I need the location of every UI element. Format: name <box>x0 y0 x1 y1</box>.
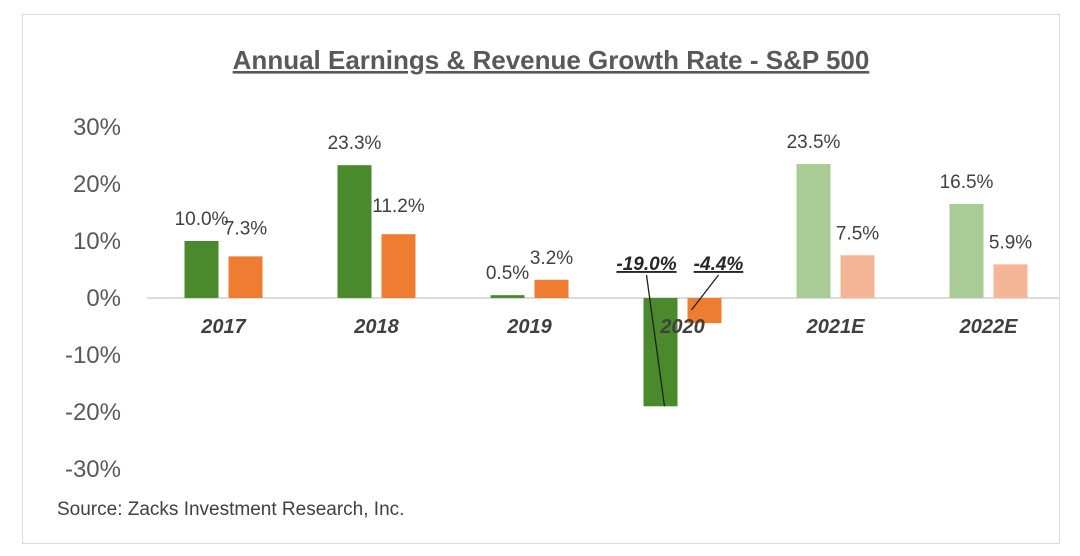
data-label-earnings-2019: 0.5% <box>486 263 529 284</box>
leader-line <box>690 274 720 311</box>
data-label-earnings-2021E: 23.5% <box>787 132 841 153</box>
y-tick-label: 20% <box>73 171 121 198</box>
x-axis: 2017 2018 2019 2020 2021E 2022E <box>200 316 1018 338</box>
x-tick-label: 2019 <box>506 316 552 338</box>
data-label-revenue-2022E: 5.9% <box>989 232 1032 253</box>
data-label-earnings-2018: 23.3% <box>328 133 382 154</box>
data-label-revenue-2018: 11.2% <box>372 196 425 217</box>
y-tick-label: 0% <box>86 285 121 312</box>
data-label-earnings-2022E: 16.5% <box>940 172 994 193</box>
x-tick-label: 2020 <box>659 316 705 338</box>
data-labels: 10.0%7.3% 23.3% 11.2% 0.5%3.2% -19.0% -4.4% 23… <box>175 132 1033 284</box>
chart-canvas: Annual Earnings & Revenue Growth Rate - … <box>57 45 1059 520</box>
data-label-revenue-2020: -4.4% <box>694 254 744 275</box>
x-tick-label: 2017 <box>200 316 246 338</box>
bar-earnings-2017 <box>184 241 219 298</box>
chart-frame: Annual Earnings & Revenue Growth Rate - … <box>22 14 1060 544</box>
bar-earnings-2022E <box>949 203 984 298</box>
leader-line <box>645 274 666 407</box>
bar-earnings-2019 <box>490 295 525 298</box>
x-tick-label: 2018 <box>353 316 399 338</box>
bar-revenue-2019 <box>534 279 569 298</box>
source-note: Source: Zacks Investment Research, Inc. <box>57 499 404 520</box>
data-label-earnings-2017: 10.0% <box>175 209 229 230</box>
bar-revenue-2022E <box>993 264 1028 298</box>
data-label-revenue-2021E: 7.5% <box>836 223 879 244</box>
chart-title: Annual Earnings & Revenue Growth Rate - … <box>233 45 870 75</box>
y-tick-label: -10% <box>65 342 121 369</box>
bar-earnings-2018 <box>337 165 372 298</box>
x-tick-label: 2021E <box>806 316 865 338</box>
y-tick-label: -30% <box>65 456 121 483</box>
bar-earnings-2020 <box>643 298 678 407</box>
bars-layer <box>184 164 1028 407</box>
y-tick-label: 10% <box>73 228 121 255</box>
bar-revenue-2021E <box>840 255 875 298</box>
data-label-revenue-2019: 3.2% <box>530 248 573 269</box>
y-axis: 30% 20% 10% 0% -10% -20% -30% <box>65 114 121 483</box>
data-label-earnings-2020: -19.0% <box>616 254 676 275</box>
y-tick-label: 30% <box>73 114 121 141</box>
data-label-revenue-2017: 7.3% <box>224 218 267 239</box>
bar-revenue-2018 <box>381 234 416 298</box>
x-tick-label: 2022E <box>959 316 1018 338</box>
y-tick-label: -20% <box>65 399 121 426</box>
leader-lines <box>645 274 720 407</box>
bar-earnings-2021E <box>796 164 831 298</box>
bar-revenue-2017 <box>228 256 263 298</box>
bar-revenue-2020 <box>687 298 722 324</box>
